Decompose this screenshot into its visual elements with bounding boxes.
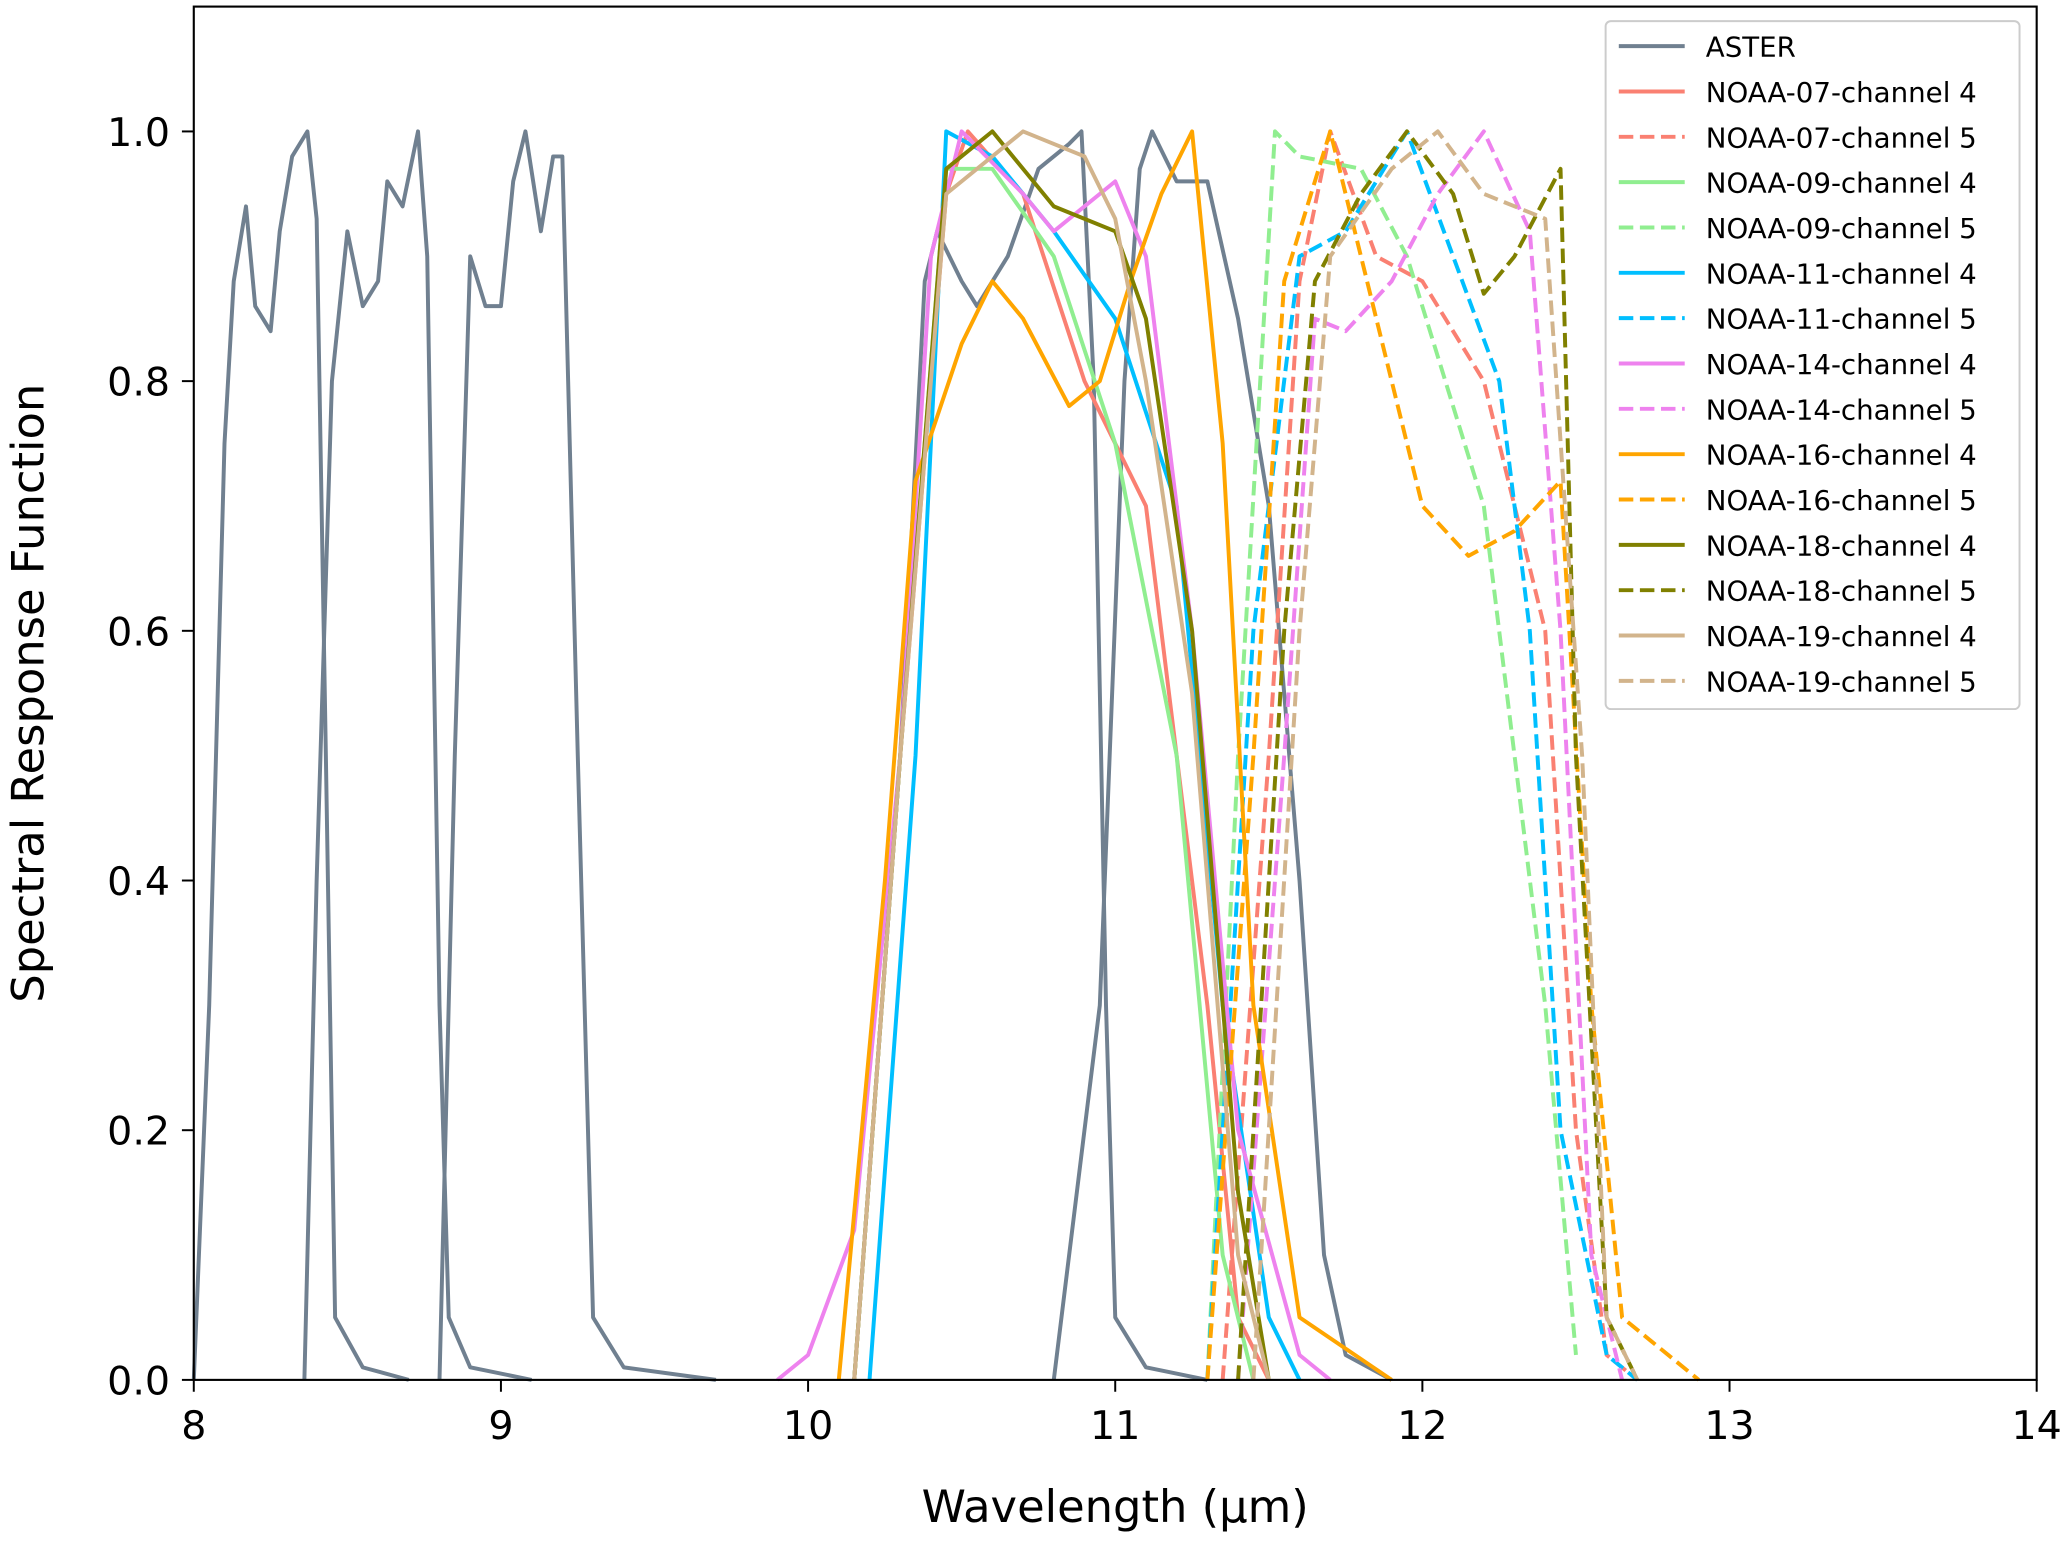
legend-label: ASTER xyxy=(1706,31,1796,64)
legend-label: NOAA-16-channel 5 xyxy=(1706,484,1977,517)
y-axis-label: Spectral Response Function xyxy=(1,384,54,1003)
series-line-aster xyxy=(191,129,410,1382)
legend-label: NOAA-14-channel 4 xyxy=(1706,348,1977,381)
series-line-noaa-18-channel-5 xyxy=(1236,129,1640,1381)
y-tick-label: 0.2 xyxy=(107,1109,170,1155)
series-line-noaa-07-channel-5 xyxy=(1220,129,1639,1382)
x-axis-label: Wavelength (µm) xyxy=(922,1480,1309,1533)
legend-label: NOAA-09-channel 5 xyxy=(1706,212,1977,245)
y-tick-label: 0.8 xyxy=(107,360,170,406)
series-line-noaa-09-channel-5 xyxy=(1205,129,1578,1380)
y-tick-label: 0.4 xyxy=(107,859,170,905)
legend-label: NOAA-19-channel 5 xyxy=(1706,665,1977,698)
y-tick-label: 1.0 xyxy=(107,110,170,156)
series-line-noaa-14-channel-5 xyxy=(1236,129,1625,1381)
series-line-aster xyxy=(302,129,533,1382)
y-axis: 0.0 0.2 0.4 0.6 0.8 1.0 xyxy=(107,110,194,1404)
legend-label: NOAA-11-channel 5 xyxy=(1706,303,1977,336)
legend-label: NOAA-18-channel 5 xyxy=(1706,575,1977,608)
series-lines xyxy=(191,129,1701,1382)
x-tick-label: 10 xyxy=(783,1403,833,1449)
series-line-noaa-16-channel-5 xyxy=(1205,129,1701,1382)
series-line-noaa-16-channel-4 xyxy=(836,129,1393,1382)
legend-label: NOAA-19-channel 4 xyxy=(1706,620,1977,653)
x-tick-label: 8 xyxy=(181,1403,206,1449)
x-tick-label: 13 xyxy=(1704,1403,1754,1449)
x-tick-label: 12 xyxy=(1397,1403,1447,1449)
y-tick-label: 0.0 xyxy=(107,1358,170,1404)
x-tick-label: 9 xyxy=(488,1403,513,1449)
legend: ASTER NOAA-07-channel 4 NOAA-07-channel 5 N… xyxy=(1604,20,2021,711)
legend-label: NOAA-16-channel 4 xyxy=(1706,439,1977,472)
x-tick-label: 14 xyxy=(2012,1403,2062,1449)
x-tick-label: 11 xyxy=(1090,1403,1140,1449)
y-tick-label: 0.6 xyxy=(107,609,170,655)
legend-box xyxy=(1604,20,2021,711)
series-line-aster xyxy=(437,129,717,1382)
series-line-noaa-11-channel-5 xyxy=(1205,129,1639,1382)
series-line-noaa-19-channel-5 xyxy=(1251,129,1640,1381)
legend-label: NOAA-14-channel 5 xyxy=(1706,393,1977,426)
series-line-noaa-19-channel-4 xyxy=(852,129,1271,1381)
legend-label: NOAA-07-channel 4 xyxy=(1706,76,1977,109)
legend-label: NOAA-09-channel 4 xyxy=(1706,167,1977,200)
series-line-aster xyxy=(1051,129,1393,1382)
x-axis: 8 9 10 11 12 13 14 xyxy=(181,1379,2062,1449)
legend-label: NOAA-18-channel 4 xyxy=(1706,529,1977,562)
legend-label: NOAA-07-channel 5 xyxy=(1706,121,1977,154)
legend-label: NOAA-11-channel 4 xyxy=(1706,257,1977,290)
